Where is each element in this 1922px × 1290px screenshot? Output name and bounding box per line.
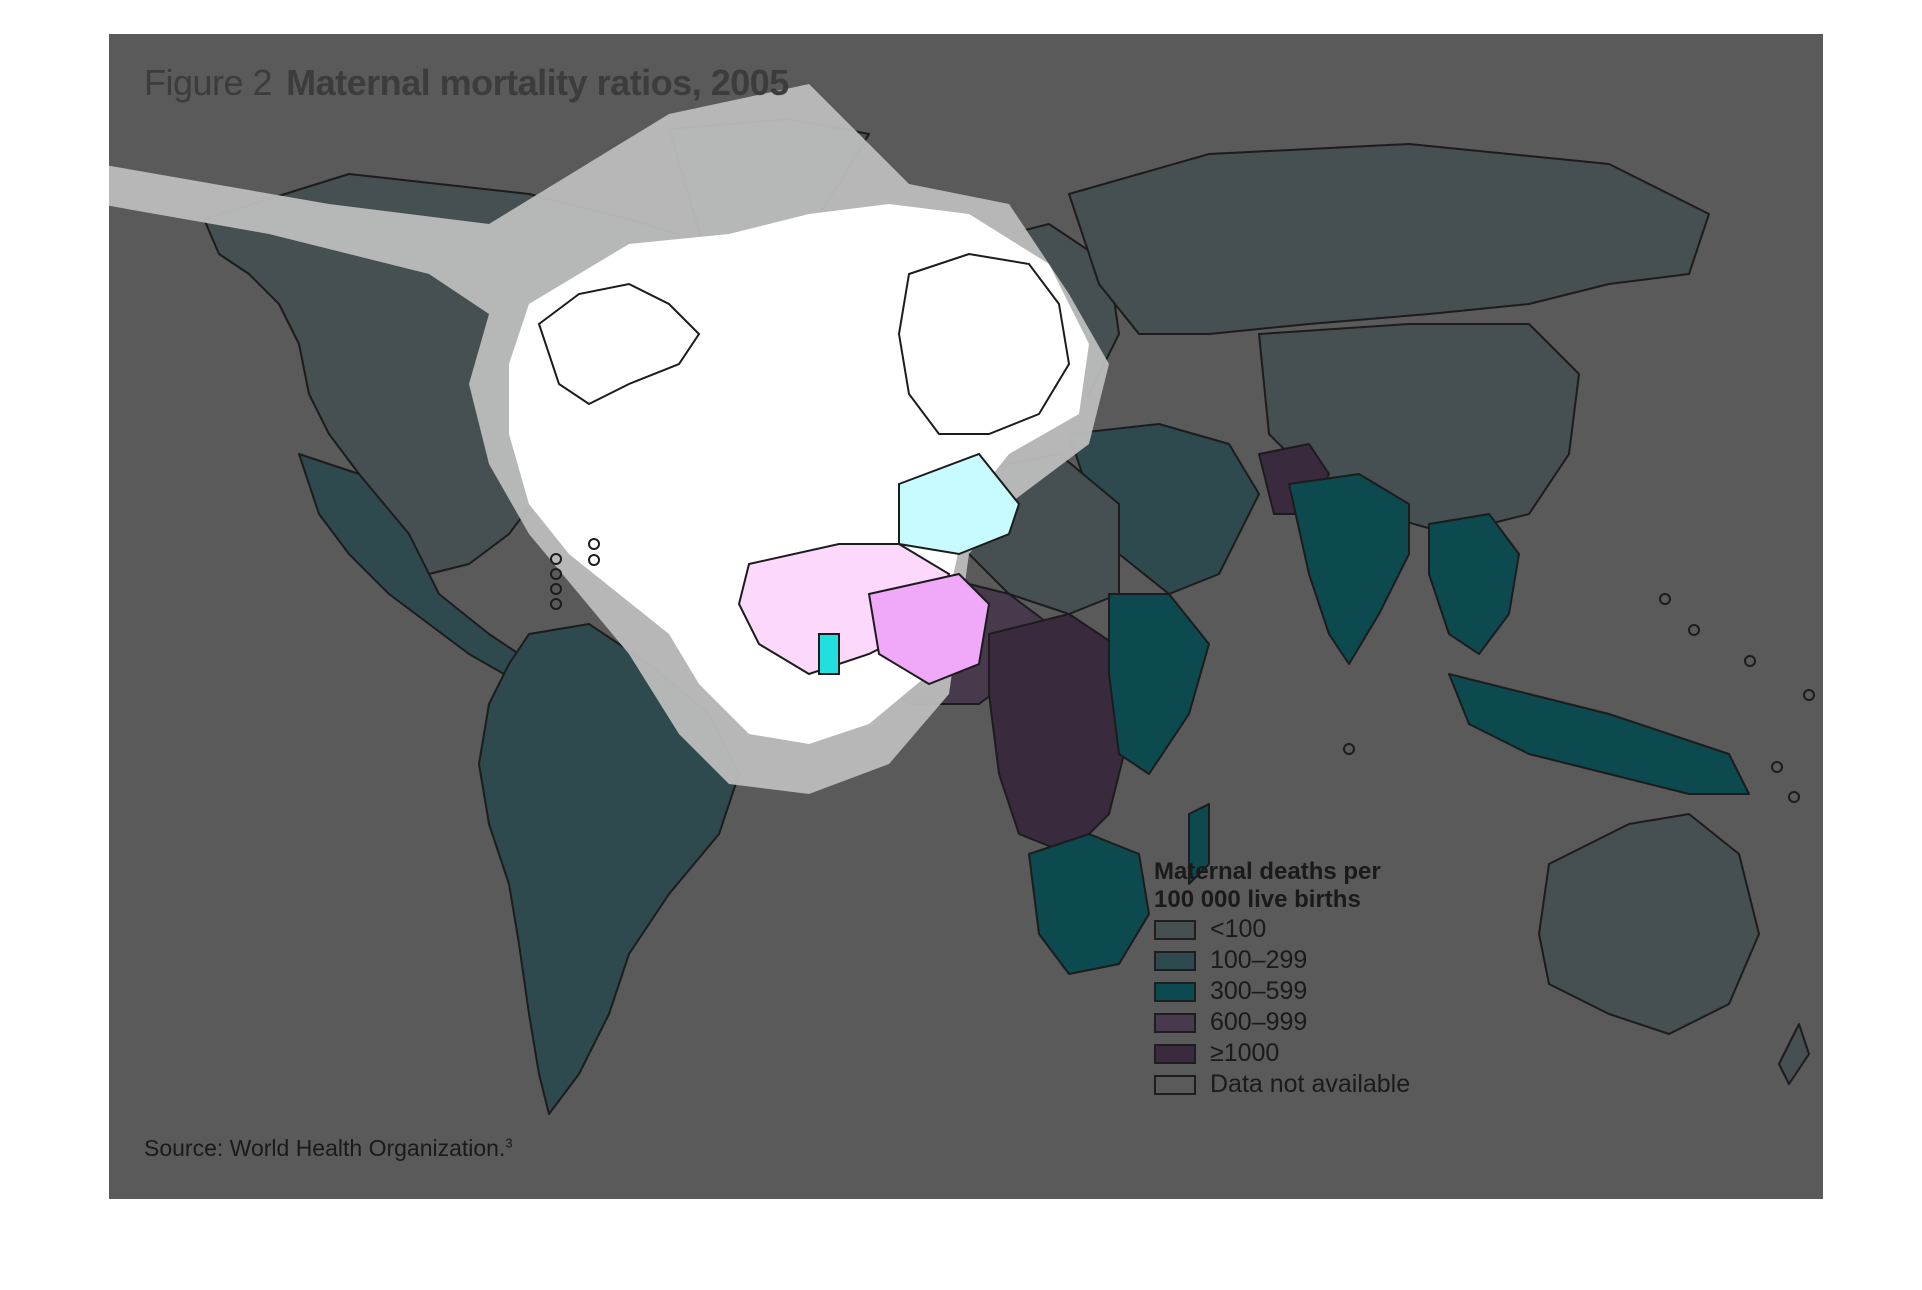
world-map xyxy=(109,84,1815,1115)
legend-item: 100–299 xyxy=(1154,945,1454,976)
legend-label: <100 xyxy=(1210,915,1267,943)
island-marker xyxy=(1771,761,1783,773)
island-marker xyxy=(588,538,600,550)
island-marker xyxy=(1803,689,1815,701)
legend-item: 300–599 xyxy=(1154,976,1454,1007)
figure-label: Figure 2 xyxy=(144,62,273,103)
legend-label: 100–299 xyxy=(1210,946,1308,974)
island-marker xyxy=(1343,743,1355,755)
island-marker xyxy=(1744,655,1756,667)
island-marker xyxy=(550,583,562,595)
legend-item: <100 xyxy=(1154,914,1454,945)
island-marker xyxy=(550,598,562,610)
country-russia xyxy=(1068,143,1710,335)
legend-title: Maternal deaths per 100 000 live births xyxy=(1154,858,1381,913)
country-india xyxy=(1288,473,1410,665)
island-marker xyxy=(1688,624,1700,636)
legend-rows: <100 100–299 300–599 600–999 ≥1000 Data not a… xyxy=(1154,914,1454,1100)
island-marker xyxy=(1659,593,1671,605)
country-madagascar xyxy=(1188,803,1210,885)
region-ghana-highlight xyxy=(818,633,840,675)
island-marker xyxy=(550,553,562,565)
legend-swatch xyxy=(1154,1012,1196,1033)
island-marker xyxy=(588,554,600,566)
source-footnote: 3 xyxy=(505,1135,513,1151)
legend-item: ≥1000 xyxy=(1154,1038,1454,1069)
map-panel: Figure 2 Maternal mortality ratios, 2005 … xyxy=(109,34,1823,1199)
country-new-zealand xyxy=(1778,1023,1810,1085)
legend-item: 600–999 xyxy=(1154,1007,1454,1038)
island-marker xyxy=(1788,791,1800,803)
outline-europe xyxy=(897,252,1071,435)
country-australia xyxy=(1538,813,1760,1035)
country-indonesia xyxy=(1448,673,1750,795)
legend-label: Data not available xyxy=(1210,1070,1411,1098)
legend-swatch xyxy=(1154,981,1196,1002)
legend-item: Data not available xyxy=(1154,1069,1454,1100)
country-southern-africa xyxy=(1028,833,1150,975)
legend-label: ≥1000 xyxy=(1210,1039,1280,1067)
legend: Maternal deaths per 100 000 live births … xyxy=(1154,858,1454,1100)
figure-title-text: Maternal mortality ratios, 2005 xyxy=(286,62,789,103)
legend-swatch xyxy=(1154,1074,1196,1095)
legend-label: 600–999 xyxy=(1210,1008,1308,1036)
legend-swatch xyxy=(1154,950,1196,971)
country-east-africa xyxy=(1108,593,1210,775)
source-note: Source: World Health Organization.3 xyxy=(144,1135,513,1162)
country-southeast-asia xyxy=(1428,513,1520,655)
legend-swatch xyxy=(1154,1043,1196,1064)
source-text: Source: World Health Organization. xyxy=(144,1135,506,1161)
figure-title: Figure 2 Maternal mortality ratios, 2005 xyxy=(144,62,789,104)
outline-north-america xyxy=(537,282,701,406)
legend-label: 300–599 xyxy=(1210,977,1308,1005)
region-sahel-highlight xyxy=(867,572,991,686)
legend-swatch xyxy=(1154,919,1196,940)
island-marker xyxy=(550,568,562,580)
